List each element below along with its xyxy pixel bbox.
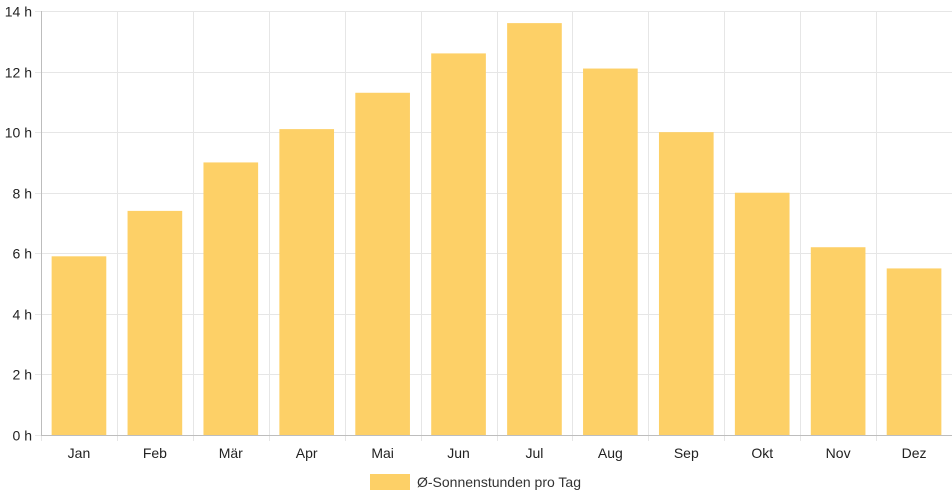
legend-swatch bbox=[370, 474, 410, 490]
bar-sep[interactable] bbox=[658, 132, 714, 435]
y-tick-label: 4 h bbox=[13, 307, 32, 323]
grid-layer bbox=[35, 11, 952, 441]
bar-mai[interactable] bbox=[355, 92, 410, 436]
axis-layer: 0 h 2 h 4 h 6 h 8 h 10 h 12 h 14 h Jan Feb Mär Apr M… bbox=[5, 4, 952, 461]
x-tick-label: Sep bbox=[674, 445, 699, 461]
y-tick-label: 12 h bbox=[5, 65, 32, 81]
legend-label: Ø-Sonnenstunden pro Tag bbox=[417, 474, 581, 490]
y-tick-label: 8 h bbox=[13, 186, 32, 202]
y-tick-label: 10 h bbox=[5, 125, 32, 141]
x-tick-label: Jan bbox=[68, 445, 91, 461]
x-tick-label: Jul bbox=[526, 445, 544, 461]
x-tick-label: Okt bbox=[751, 445, 773, 461]
x-tick-label: Feb bbox=[143, 445, 167, 461]
x-tick-label: Aug bbox=[598, 445, 623, 461]
x-tick-label: Dez bbox=[902, 445, 927, 461]
y-tick-label: 2 h bbox=[13, 367, 32, 383]
y-tick-label: 0 h bbox=[13, 428, 32, 444]
x-tick-label: Nov bbox=[826, 445, 851, 461]
legend[interactable]: Ø-Sonnenstunden pro Tag bbox=[370, 474, 581, 490]
bar-dez[interactable] bbox=[886, 268, 942, 435]
bar-jan[interactable] bbox=[51, 256, 107, 435]
bar-apr[interactable] bbox=[279, 129, 335, 435]
y-tick-label: 14 h bbox=[5, 4, 32, 20]
x-tick-label: Apr bbox=[296, 445, 318, 461]
bar-nov[interactable] bbox=[810, 247, 866, 435]
x-tick-label: Mai bbox=[371, 445, 394, 461]
bar-okt[interactable] bbox=[734, 192, 790, 435]
bar-aug[interactable] bbox=[583, 68, 638, 436]
x-tick-label: Jun bbox=[447, 445, 470, 461]
x-tick-label: Mär bbox=[219, 445, 243, 461]
bar-jul[interactable] bbox=[507, 23, 562, 435]
bar-mär[interactable] bbox=[203, 162, 259, 435]
y-tick-label: 6 h bbox=[13, 246, 32, 262]
bar-jun[interactable] bbox=[431, 53, 486, 436]
bars-layer bbox=[51, 23, 942, 436]
bar-feb[interactable] bbox=[127, 210, 183, 435]
